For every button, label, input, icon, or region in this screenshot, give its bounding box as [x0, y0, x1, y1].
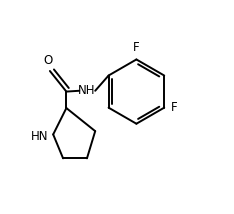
- Text: O: O: [43, 54, 53, 67]
- Text: F: F: [133, 41, 140, 54]
- Text: F: F: [171, 101, 177, 114]
- Text: NH: NH: [77, 84, 95, 97]
- Text: HN: HN: [31, 130, 49, 143]
